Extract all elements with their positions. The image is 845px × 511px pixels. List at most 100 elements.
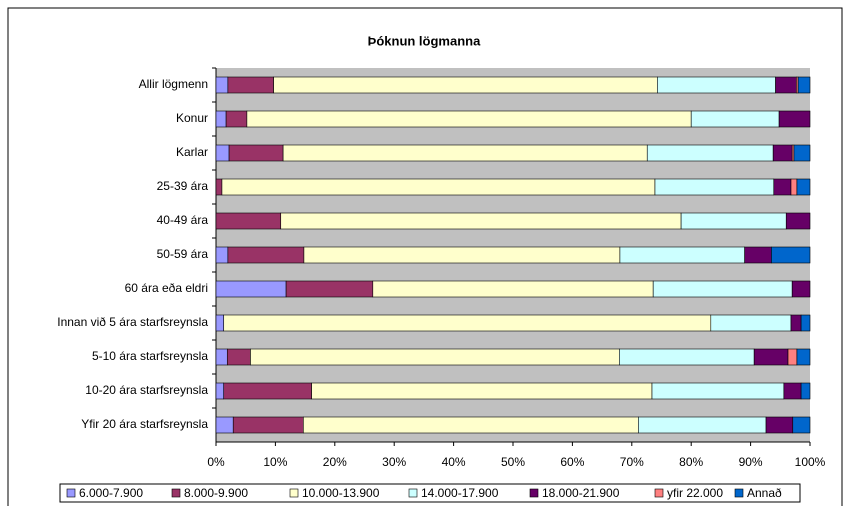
x-tick-label: 20%	[323, 455, 347, 469]
bar-segment	[792, 416, 811, 434]
bar-segment	[215, 246, 229, 264]
bar-segment	[771, 246, 811, 264]
bar-segment	[225, 110, 248, 128]
bar-segment	[250, 348, 620, 366]
legend-label: 18.000-21.900	[542, 486, 620, 500]
bar-segment	[790, 178, 798, 196]
legend-label: 6.000-7.900	[79, 486, 143, 500]
y-tick-label: 40-49 ára	[157, 213, 209, 227]
bar-segment	[793, 144, 811, 162]
bar-segment	[619, 348, 755, 366]
bar-segment	[226, 348, 251, 366]
bar-segment	[790, 314, 802, 332]
bar-segment	[280, 212, 682, 230]
bar-segment	[223, 382, 312, 400]
legend-swatch	[66, 488, 76, 498]
x-tick-label: 80%	[679, 455, 703, 469]
y-tick-label: 10-20 ára starfsreynsla	[85, 383, 208, 397]
bar-segment	[787, 348, 798, 366]
bar-segment	[800, 382, 811, 400]
x-tick-label: 0%	[207, 455, 225, 469]
bar-segment	[783, 382, 802, 400]
bar-segment	[654, 178, 775, 196]
y-tick-label: 60 ára eða eldri	[125, 281, 208, 295]
x-tick-label: 60%	[560, 455, 584, 469]
y-tick-label: 5-10 ára starfsreynsla	[92, 349, 208, 363]
bar-segment	[215, 314, 225, 332]
x-tick-label: 40%	[442, 455, 466, 469]
bar-segment	[772, 144, 793, 162]
bar-segment	[311, 382, 653, 400]
bar-segment	[282, 144, 648, 162]
bar-segment	[778, 110, 811, 128]
bar-segment	[744, 246, 772, 264]
legend-swatch	[734, 488, 744, 498]
bar-segment	[791, 280, 811, 298]
bar-segment	[273, 76, 658, 94]
bar-segment	[285, 280, 374, 298]
bar-segment	[228, 144, 284, 162]
bar-segment	[221, 178, 656, 196]
y-tick-label: Allir lögmenn	[139, 77, 208, 91]
chart-title: Þóknun lögmanna	[368, 33, 481, 48]
y-tick-label: Yfir 20 ára starfsreynsla	[81, 417, 208, 431]
bar-segment	[710, 314, 792, 332]
x-tick-label: 30%	[382, 455, 406, 469]
x-tick-label: 100%	[795, 455, 826, 469]
legend-label: Annað	[747, 486, 782, 500]
bar-segment	[690, 110, 780, 128]
bar-segment	[215, 110, 227, 128]
x-tick-label: 70%	[620, 455, 644, 469]
bar-segment	[796, 348, 811, 366]
x-tick-label: 10%	[263, 455, 287, 469]
bar-segment	[775, 76, 797, 94]
bar-segment	[638, 416, 767, 434]
legend-box	[59, 483, 801, 503]
y-tick-label: Karlar	[176, 145, 208, 159]
legend-label: 8.000-9.900	[184, 486, 248, 500]
legend-swatch	[408, 488, 418, 498]
bar-segment	[646, 144, 774, 162]
y-tick-label: Innan við 5 ára starfsreynsla	[57, 315, 208, 329]
legend-swatch	[654, 488, 664, 498]
bar-segment	[215, 280, 287, 298]
bar-segment	[303, 246, 621, 264]
x-tick-label: 50%	[501, 455, 525, 469]
bar-segment	[215, 348, 228, 366]
y-tick-label: 50-59 ára	[157, 247, 209, 261]
y-tick-label: Konur	[176, 111, 208, 125]
bar-segment	[215, 144, 230, 162]
bar-segment	[652, 280, 793, 298]
bar-segment	[223, 314, 712, 332]
bar-segment	[797, 76, 811, 94]
bar-segment	[651, 382, 785, 400]
bar-segment	[773, 178, 792, 196]
legend-label: 10.000-13.900	[302, 486, 380, 500]
legend-label: yfir 22.000	[667, 486, 723, 500]
bar-segment	[215, 212, 282, 230]
bar-segment	[227, 76, 274, 94]
legend-swatch	[289, 488, 299, 498]
bar-segment	[680, 212, 787, 230]
legend-swatch	[529, 488, 539, 498]
bar-segment	[765, 416, 794, 434]
bar-segment	[215, 178, 223, 196]
bar-segment	[303, 416, 639, 434]
x-tick-label: 90%	[739, 455, 763, 469]
bar-segment	[215, 76, 229, 94]
legend-label: 14.000-17.900	[421, 486, 499, 500]
bar-segment	[785, 212, 811, 230]
y-tick-label: 25-39 ára	[157, 179, 209, 193]
bar-segment	[215, 382, 225, 400]
bar-segment	[753, 348, 789, 366]
bar-segment	[246, 110, 692, 128]
bar-segment	[372, 280, 654, 298]
bar-segment	[796, 178, 811, 196]
legend-swatch	[171, 488, 181, 498]
bar-segment	[232, 416, 304, 434]
bar-segment	[657, 76, 776, 94]
bar-segment	[215, 416, 234, 434]
bar-segment	[227, 246, 305, 264]
bar-segment	[619, 246, 745, 264]
